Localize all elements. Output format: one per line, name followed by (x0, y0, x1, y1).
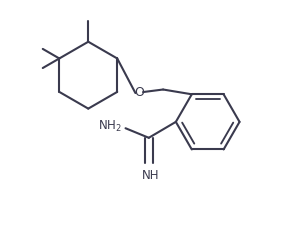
Text: NH: NH (142, 169, 159, 182)
Text: O: O (134, 86, 144, 99)
Text: NH$_2$: NH$_2$ (98, 119, 122, 134)
